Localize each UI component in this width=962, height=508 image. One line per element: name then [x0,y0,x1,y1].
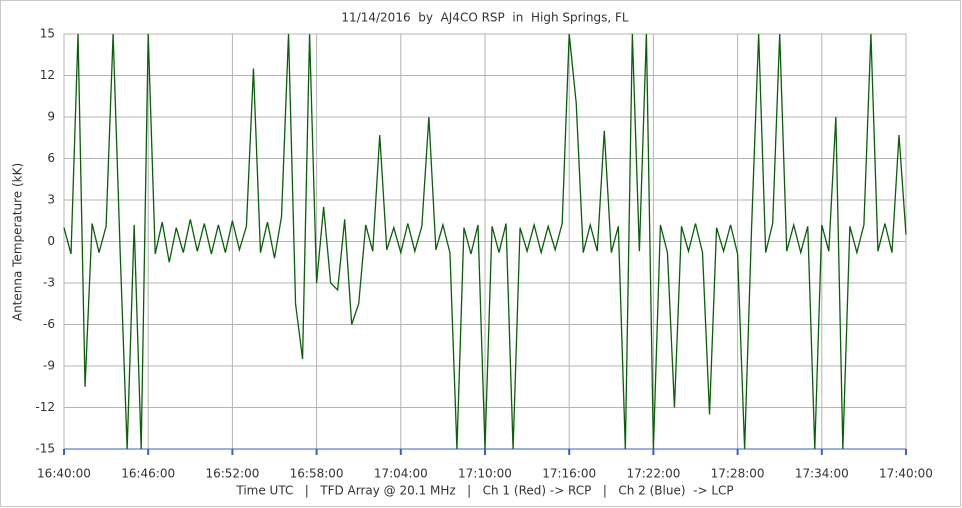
y-tick-label: 15 [40,27,55,41]
chart-title: 11/14/2016 by AJ4CO RSP in High Springs,… [341,11,628,25]
y-tick-label: 6 [47,151,55,165]
y-tick-label: -6 [43,317,55,331]
y-tick-label: 0 [47,234,55,248]
y-tick-label: -3 [43,276,55,290]
x-tick-label: 17:34:00 [795,467,849,481]
x-tick-label: 16:46:00 [121,467,175,481]
y-tick-label: 12 [40,68,55,82]
y-tick-label: 3 [47,193,55,207]
x-tick-label: 17:04:00 [374,467,428,481]
x-tick-label: 17:16:00 [542,467,596,481]
data-line [63,33,907,450]
x-tick-label: 17:10:00 [458,467,512,481]
x-axis-label: Time UTC | TFD Array @ 20.1 MHz | Ch 1 (… [235,484,733,498]
y-tick-label: -15 [35,442,55,456]
x-tick-label: 16:52:00 [205,467,259,481]
x-tick-label: 17:22:00 [626,467,680,481]
y-tick-label: 9 [47,110,55,124]
x-tick-label: 16:40:00 [37,467,91,481]
x-tick-label: 17:28:00 [711,467,765,481]
y-axis-label: Antenna Temperature (kK) [11,163,25,321]
y-tick-label: -9 [43,359,55,373]
x-tick-label: 17:40:00 [879,467,933,481]
x-tick-label: 16:58:00 [290,467,344,481]
y-tick-label: -12 [35,400,55,414]
